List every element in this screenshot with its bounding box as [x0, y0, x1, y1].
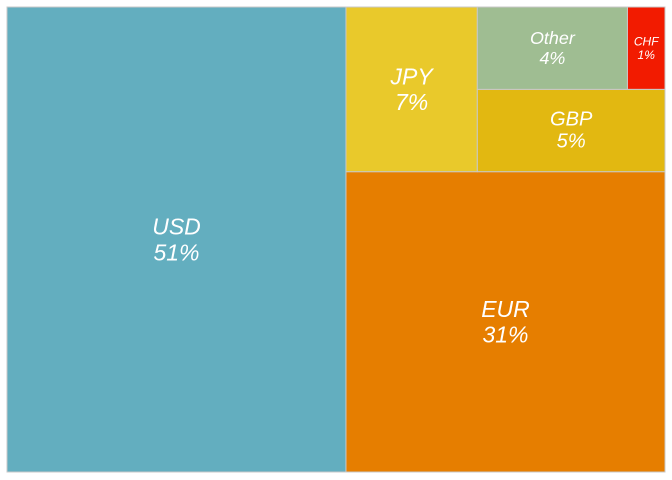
treemap-value-chf: 1% — [638, 48, 656, 62]
treemap-cell-eur — [345, 171, 666, 473]
treemap-label-chf: CHF — [634, 34, 659, 48]
treemap-value-other: 4% — [539, 48, 565, 68]
treemap-value-jpy: 7% — [395, 89, 428, 115]
treemap-value-gbp: 5% — [557, 131, 586, 153]
treemap-label-usd: USD — [152, 214, 201, 240]
treemap-label-other: Other — [530, 28, 576, 48]
treemap-label-jpy: JPY — [390, 63, 435, 89]
treemap-cells — [6, 6, 666, 473]
treemap-value-usd: 51% — [153, 239, 199, 265]
treemap-cell-jpy — [345, 6, 478, 173]
treemap-value-eur: 31% — [482, 322, 528, 348]
treemap-cell-chf — [626, 6, 666, 90]
treemap-label-gbp: GBP — [550, 108, 593, 130]
treemap-cell-usd — [6, 6, 347, 473]
treemap-label-eur: EUR — [481, 296, 530, 322]
treemap-cell-other — [476, 6, 628, 90]
treemap-cell-gbp — [476, 88, 666, 173]
